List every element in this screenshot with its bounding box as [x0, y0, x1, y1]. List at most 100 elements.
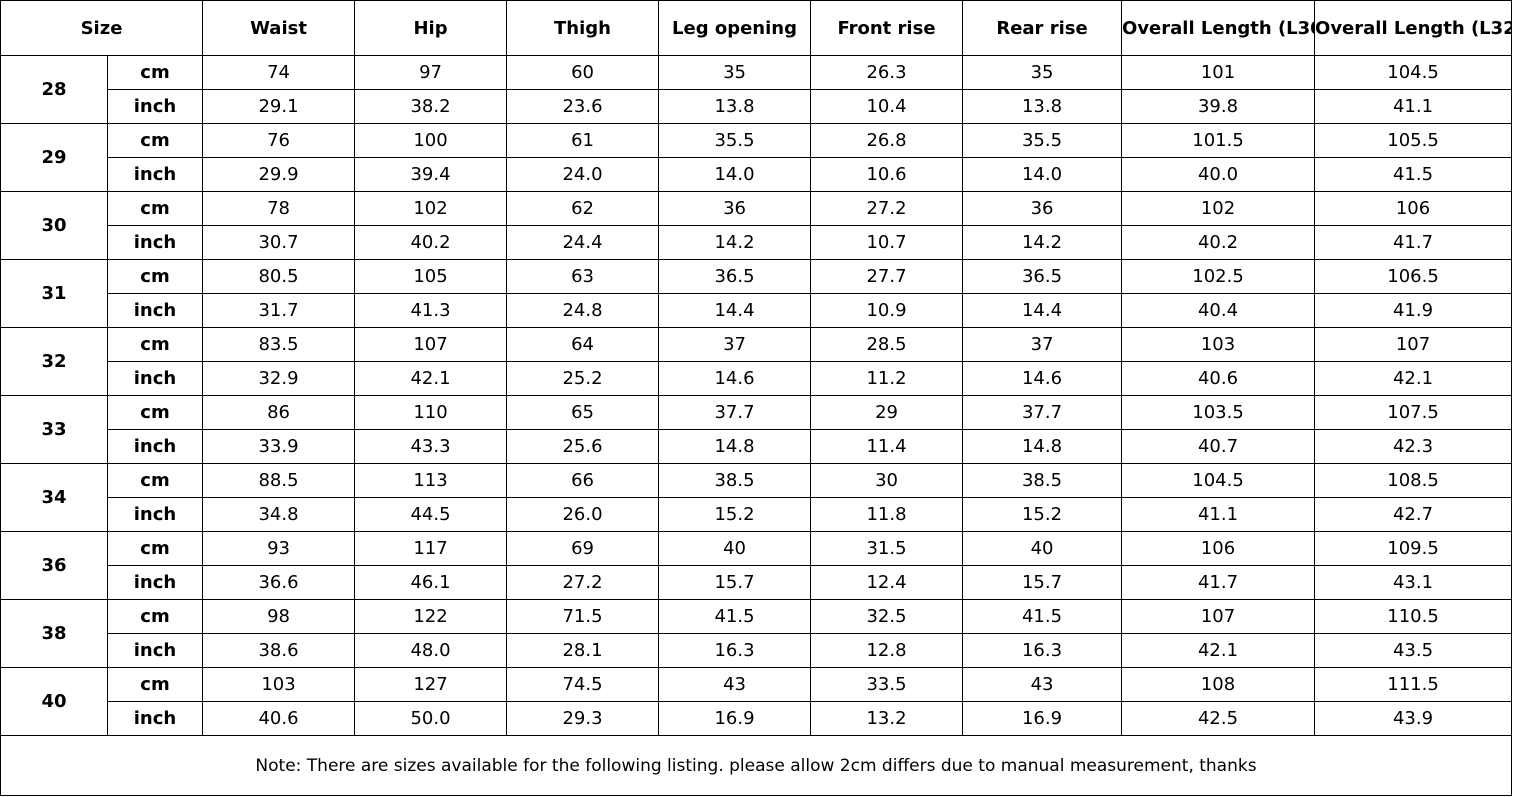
value-cell: 15.2: [962, 497, 1123, 532]
value-cell: 14.0: [962, 157, 1123, 192]
value-cell: 97: [354, 55, 508, 90]
value-cell: 40.2: [354, 225, 508, 260]
value-cell: 117: [354, 531, 508, 566]
value-cell: 111.5: [1314, 667, 1513, 702]
value-cell: 76: [202, 123, 356, 158]
value-cell: 13.8: [962, 89, 1123, 124]
unit-cell: inch: [106, 565, 204, 600]
value-cell: 29.3: [506, 701, 660, 736]
value-cell: 12.8: [810, 633, 964, 668]
value-cell: 104.5: [1121, 463, 1316, 498]
data-row: 28 cm 74 97 60 35 26.3 35 101 104.5: [0, 55, 1513, 124]
value-cell: 41.5: [962, 599, 1123, 634]
value-cell: 40: [962, 531, 1123, 566]
value-cell: 15.7: [658, 565, 812, 600]
value-cell: 106: [1314, 191, 1513, 226]
value-cell: 107: [1121, 599, 1316, 634]
value-cell: 35: [962, 55, 1123, 90]
value-cell: 37.7: [962, 395, 1123, 430]
value-cell: 103: [1121, 327, 1316, 362]
unit-cell: cm: [106, 599, 204, 634]
value-cell: 88.5: [202, 463, 356, 498]
value-cell: 60: [506, 55, 660, 90]
value-cell: 102: [354, 191, 508, 226]
unit-cell: inch: [106, 429, 204, 464]
unit-cell: inch: [106, 361, 204, 396]
value-cell: 106: [1121, 531, 1316, 566]
size-cell: 36: [0, 531, 108, 600]
value-cell: 44.5: [354, 497, 508, 532]
value-cell: 15.7: [962, 565, 1123, 600]
header-cell: Waist: [202, 0, 356, 56]
value-cell: 43.3: [354, 429, 508, 464]
value-cell: 14.2: [658, 225, 812, 260]
value-cell: 24.0: [506, 157, 660, 192]
data-row: 38 cm 98 122 71.5 41.5 32.5 41.5 107 110.5: [0, 599, 1513, 668]
value-cell: 107: [1314, 327, 1513, 362]
value-cell: 42.1: [1314, 361, 1513, 396]
value-cell: 74.5: [506, 667, 660, 702]
value-cell: 12.4: [810, 565, 964, 600]
value-cell: 29.9: [202, 157, 356, 192]
unit-cell: cm: [106, 395, 204, 430]
value-cell: 103.5: [1121, 395, 1316, 430]
value-cell: 127: [354, 667, 508, 702]
header-cell: Thigh: [506, 0, 660, 56]
unit-cell: inch: [106, 157, 204, 192]
data-row: inch 29.1 38.2 23.6 13.8 10.4 13.8 39.8 41.1: [1, 89, 1513, 124]
value-cell: 42.7: [1314, 497, 1513, 532]
value-cell: 10.9: [810, 293, 964, 328]
value-cell: 16.3: [962, 633, 1123, 668]
data-row: 29 cm 76 100 61 35.5 26.8 35.5 101.5 105.5: [0, 123, 1513, 192]
value-cell: 103: [202, 667, 356, 702]
unit-cell: inch: [106, 293, 204, 328]
value-cell: 42.1: [1121, 633, 1316, 668]
value-cell: 36.5: [962, 259, 1123, 294]
value-cell: 74: [202, 55, 356, 90]
data-row: 34 cm 88.5 113 66 38.5 30 38.5 104.5 108.5: [0, 463, 1513, 532]
value-cell: 40.4: [1121, 293, 1316, 328]
unit-cell: cm: [106, 531, 204, 566]
header-cell: Overall Length (L32): [1314, 0, 1513, 56]
data-row: 32 cm 83.5 107 64 37 28.5 37 103 107: [0, 327, 1513, 396]
value-cell: 32.9: [202, 361, 356, 396]
value-cell: 113: [354, 463, 508, 498]
value-cell: 28.5: [810, 327, 964, 362]
value-cell: 66: [506, 463, 660, 498]
value-cell: 38.5: [658, 463, 812, 498]
value-cell: 42.3: [1314, 429, 1513, 464]
value-cell: 11.8: [810, 497, 964, 532]
value-cell: 26.8: [810, 123, 964, 158]
unit-cell: cm: [106, 191, 204, 226]
value-cell: 37.7: [658, 395, 812, 430]
value-cell: 32.5: [810, 599, 964, 634]
value-cell: 41.1: [1121, 497, 1316, 532]
value-cell: 39.4: [354, 157, 508, 192]
value-cell: 61: [506, 123, 660, 158]
value-cell: 71.5: [506, 599, 660, 634]
value-cell: 27.7: [810, 259, 964, 294]
value-cell: 43.9: [1314, 701, 1513, 736]
value-cell: 35: [658, 55, 812, 90]
value-cell: 42.1: [354, 361, 508, 396]
value-cell: 108: [1121, 667, 1316, 702]
value-cell: 104.5: [1314, 55, 1513, 90]
unit-cell: inch: [106, 89, 204, 124]
value-cell: 24.4: [506, 225, 660, 260]
value-cell: 14.0: [658, 157, 812, 192]
value-cell: 40: [658, 531, 812, 566]
value-cell: 25.6: [506, 429, 660, 464]
data-row: 33 cm 86 110 65 37.7 29 37.7 103.5 107.5: [0, 395, 1513, 464]
header-row: Size Waist Hip Thigh Leg opening Front rise Re…: [0, 0, 1513, 56]
value-cell: 40.7: [1121, 429, 1316, 464]
unit-cell: inch: [106, 225, 204, 260]
value-cell: 110.5: [1314, 599, 1513, 634]
data-row: inch 40.6 50.0 29.3 16.9 13.2 16.9 42.5 43.9: [1, 701, 1513, 736]
data-row: inch 33.9 43.3 25.6 14.8 11.4 14.8 40.7 42.3: [1, 429, 1513, 464]
value-cell: 40.6: [202, 701, 356, 736]
value-cell: 16.3: [658, 633, 812, 668]
value-cell: 107: [354, 327, 508, 362]
value-cell: 16.9: [962, 701, 1123, 736]
value-cell: 36: [962, 191, 1123, 226]
